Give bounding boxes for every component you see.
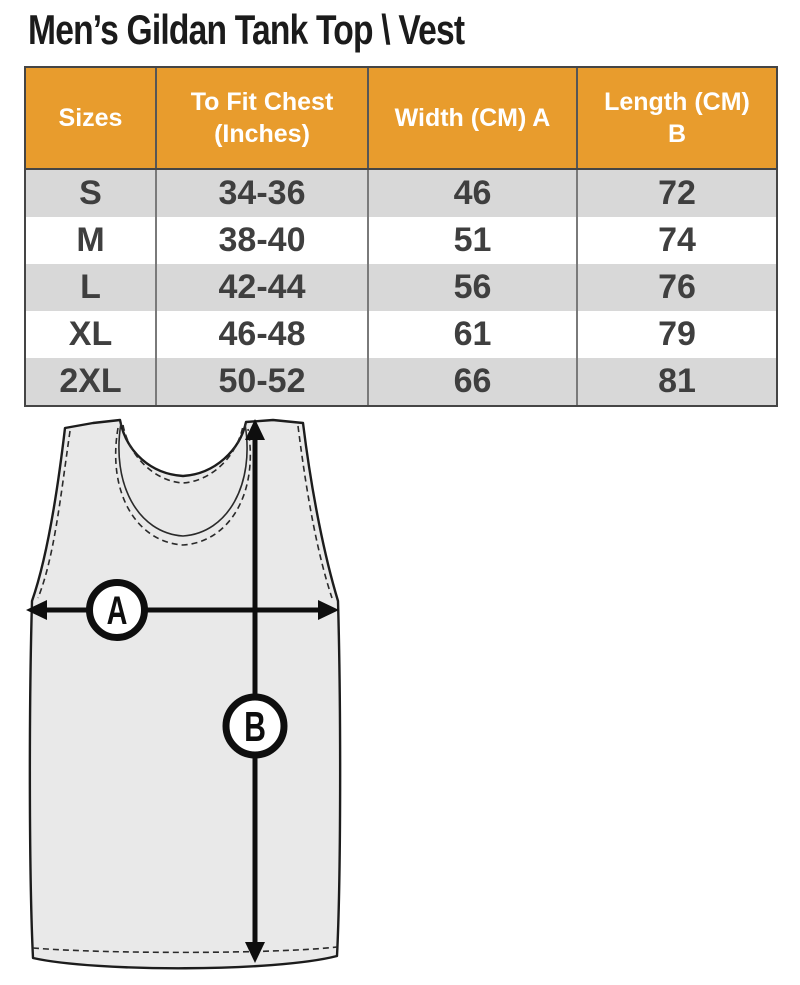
front-neckline-stitch-dashed bbox=[114, 427, 252, 546]
cell-chest: 42-44 bbox=[157, 264, 369, 311]
cell-chest: 34-36 bbox=[157, 170, 369, 217]
page-title: Men’s Gildan Tank Top \ Vest bbox=[28, 6, 465, 53]
neck-stitch-dashed bbox=[122, 424, 244, 484]
cell-width: 66 bbox=[369, 358, 578, 405]
cell-length: 72 bbox=[658, 174, 696, 212]
size-table: Sizes To Fit Chest (Inches) Width (CM) A… bbox=[24, 66, 778, 407]
cell-chest: 50-52 bbox=[157, 358, 369, 405]
cell-size: L bbox=[26, 264, 157, 311]
header-cell-sizes: Sizes bbox=[26, 68, 157, 168]
cell-width: 56 bbox=[369, 264, 578, 311]
cell-length: 74 bbox=[658, 221, 696, 259]
cell-width: 61 bbox=[369, 311, 578, 358]
table-row-xl: XL 46-48 61 79 bbox=[26, 311, 776, 358]
length-arrow bbox=[245, 419, 265, 963]
hem-stitch-dashed bbox=[32, 946, 338, 954]
length-label-circle: B bbox=[222, 693, 288, 759]
cell-length: 79 bbox=[658, 315, 696, 353]
front-neckline-seam bbox=[118, 422, 248, 537]
table-row-l: L 42-44 56 76 bbox=[26, 264, 776, 311]
cell-length: 76 bbox=[658, 268, 696, 306]
tank-outline bbox=[28, 418, 342, 970]
left-armhole-stitch-dashed bbox=[37, 430, 71, 599]
cell-width: 46 bbox=[369, 170, 578, 217]
cell-chest: 46-48 bbox=[157, 311, 369, 358]
cell-chest: 38-40 bbox=[157, 217, 369, 264]
tank-top-diagram: A B bbox=[10, 406, 360, 985]
table-row-m: M 38-40 51 74 bbox=[26, 217, 776, 264]
width-label: A bbox=[107, 588, 128, 633]
length-label: B bbox=[244, 703, 266, 750]
header-cell-chest: To Fit Chest (Inches) bbox=[157, 68, 369, 168]
cell-size: 2XL bbox=[26, 358, 157, 405]
header-cell-width: Width (CM) A bbox=[369, 68, 578, 168]
cell-size: XL bbox=[26, 311, 157, 358]
right-armhole-stitch-dashed bbox=[297, 425, 333, 599]
cell-width: 51 bbox=[369, 217, 578, 264]
cell-length: 81 bbox=[658, 362, 696, 400]
header-cell-length: Length (CM) B bbox=[604, 87, 750, 149]
table-row-s: S 34-36 46 72 bbox=[26, 170, 776, 217]
table-row-2xl: 2XL 50-52 66 81 bbox=[26, 358, 776, 405]
width-label-circle: A bbox=[86, 579, 148, 641]
cell-size: S bbox=[26, 170, 157, 217]
cell-size: M bbox=[26, 217, 157, 264]
table-header-row: Sizes To Fit Chest (Inches) Width (CM) A… bbox=[26, 68, 776, 170]
